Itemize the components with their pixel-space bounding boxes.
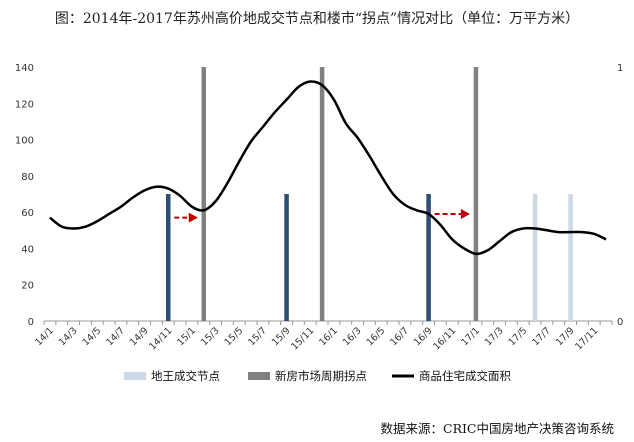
x-tick-label: 15/7: [246, 325, 269, 348]
legend-swatch-land-node: [124, 372, 146, 380]
x-tick-label: 14/7: [104, 325, 127, 348]
y-tick-label: 140: [15, 63, 34, 74]
x-tick-label: 16/3: [341, 325, 364, 348]
legend-label: 商品住宅成交面积: [419, 369, 511, 383]
bars-group: [166, 67, 573, 321]
x-tick-label: 15/3: [199, 325, 222, 348]
x-tick-label: 17/5: [507, 325, 530, 348]
x-tick-label: 17/3: [483, 325, 506, 348]
legend-label: 地王成交节点: [151, 369, 220, 383]
axes: [43, 320, 613, 325]
turning-point-bar: [473, 67, 479, 321]
x-tick-label: 14/3: [57, 325, 80, 348]
y2-tick-label: 1: [617, 63, 623, 74]
x-tick-label: 14/1: [33, 325, 56, 348]
land-node-bar-light: [532, 194, 538, 321]
land-node-bar-light: [568, 194, 573, 321]
legend-swatch-turning-point: [248, 372, 270, 380]
x-tick-label: 15/1: [175, 325, 198, 348]
turning-point-bar: [319, 67, 325, 321]
y-tick-label: 100: [15, 136, 34, 147]
y2-tick-label: 0: [617, 317, 623, 328]
legend-label: 新房市场周期拐点: [275, 369, 367, 383]
x-tick-label: 14/11: [147, 325, 174, 352]
arrow-head: [460, 208, 470, 219]
arrows-group: [174, 208, 470, 223]
area-line-series: [49, 80, 607, 256]
x-tick-label: 15/5: [223, 325, 246, 348]
land-node-bar: [166, 194, 171, 321]
x-tick-label: 17/11: [573, 325, 600, 352]
x-tick-label: 16/7: [388, 325, 411, 348]
x-tick-label: 17/7: [530, 325, 553, 348]
land-node-bar: [426, 194, 431, 321]
line-layer: [49, 80, 607, 256]
x-tick-label: 16/1: [317, 325, 340, 348]
x-tick-label: 14/5: [81, 325, 104, 348]
y-tick-label: 60: [21, 208, 34, 219]
x-tick-label: 15/11: [289, 325, 316, 352]
y-tick-label: 0: [28, 317, 34, 328]
x-tick-label: 17/1: [459, 325, 482, 348]
y-tick-label: 40: [21, 244, 34, 255]
y-tick-label: 20: [21, 281, 34, 292]
land-node-bar: [284, 194, 289, 321]
turning-point-bar: [201, 67, 206, 321]
arrow-head: [188, 212, 198, 223]
y-tick-label: 80: [21, 172, 34, 183]
chart-title: 图：2014年-2017年苏州高价地成交节点和楼市“拐点”情况对比（单位：万平方…: [54, 11, 580, 27]
legend: 地王成交节点 新房市场周期拐点 商品住宅成交面积: [124, 369, 511, 383]
x-tick-label: 16/5: [365, 325, 388, 348]
source-note: 数据来源：CRIC中国房地产决策咨询系统: [380, 421, 614, 436]
x-tick-label: 16/11: [431, 325, 458, 352]
y-tick-label: 120: [15, 99, 34, 110]
